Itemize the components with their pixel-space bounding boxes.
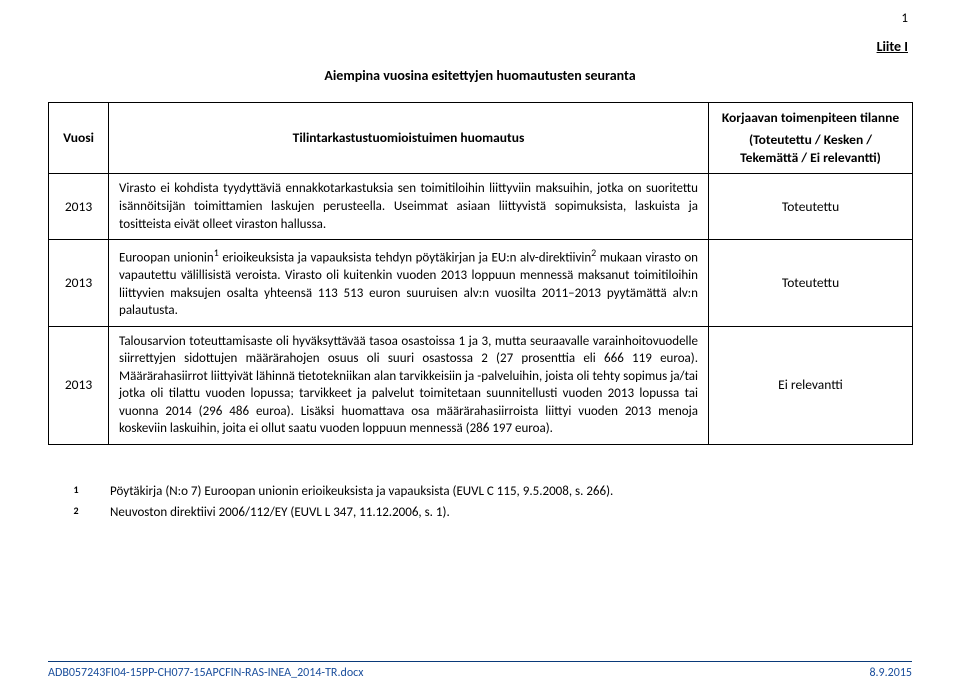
- col-status-header: Korjaavan toimenpiteen tilanne (Toteutet…: [709, 102, 913, 174]
- footnote-text: Pöytäkirja (N:o 7) Euroopan unionin erio…: [104, 481, 619, 503]
- cell-year: 2013: [49, 174, 109, 240]
- page-title: Aiempina vuosina esitettyjen huomautuste…: [48, 67, 912, 86]
- status-header-sub: (Toteutettu / Kesken / Tekemättä / Ei re…: [740, 131, 881, 166]
- footnote-number: 2: [48, 502, 104, 524]
- cell-comment: Euroopan unionin1 erioikeuksista ja vapa…: [109, 240, 709, 327]
- footer-doc-id: ADB057243FI04-15PP-CH077-15APCFIN-RAS-IN…: [48, 665, 363, 681]
- footnote-number: 1: [48, 481, 104, 503]
- table-row: 2013 Virasto ei kohdista tyydyttäviä enn…: [49, 174, 913, 240]
- footnotes-table: 1 Pöytäkirja (N:o 7) Euroopan unionin er…: [48, 481, 619, 524]
- observations-table: Vuosi Tilintarkastustuomioistuimen huoma…: [48, 102, 913, 445]
- cell-status: Ei relevantti: [709, 326, 913, 444]
- col-comment-header: Tilintarkastustuomioistuimen huomautus: [109, 102, 709, 174]
- col-year-header: Vuosi: [49, 102, 109, 174]
- footer-rule: [48, 661, 912, 662]
- table-row: 2013 Euroopan unionin1 erioikeuksista ja…: [49, 240, 913, 327]
- appendix-label: Liite I: [48, 38, 908, 57]
- table-header-row: Vuosi Tilintarkastustuomioistuimen huoma…: [49, 102, 913, 174]
- page: 1 Liite I Aiempina vuosina esitettyjen h…: [0, 0, 960, 695]
- page-number: 1: [901, 10, 908, 28]
- cell-status: Toteutettu: [709, 174, 913, 240]
- table-row: 2013 Talousarvion toteuttamisaste oli hy…: [49, 326, 913, 444]
- footnote-row: 2 Neuvoston direktiivi 2006/112/EY (EUVL…: [48, 502, 619, 524]
- cell-comment: Virasto ei kohdista tyydyttäviä ennakkot…: [109, 174, 709, 240]
- footer-date: 8.9.2015: [869, 665, 912, 681]
- cell-status: Toteutettu: [709, 240, 913, 327]
- page-footer: ADB057243FI04-15PP-CH077-15APCFIN-RAS-IN…: [48, 661, 912, 685]
- footnote-text: Neuvoston direktiivi 2006/112/EY (EUVL L…: [104, 502, 619, 524]
- footnote-row: 1 Pöytäkirja (N:o 7) Euroopan unionin er…: [48, 481, 619, 503]
- cell-comment: Talousarvion toteuttamisaste oli hyväksy…: [109, 326, 709, 444]
- footnotes: 1 Pöytäkirja (N:o 7) Euroopan unionin er…: [48, 481, 912, 524]
- cell-year: 2013: [49, 326, 109, 444]
- status-header-top: Korjaavan toimenpiteen tilanne: [719, 109, 902, 127]
- cell-year: 2013: [49, 240, 109, 327]
